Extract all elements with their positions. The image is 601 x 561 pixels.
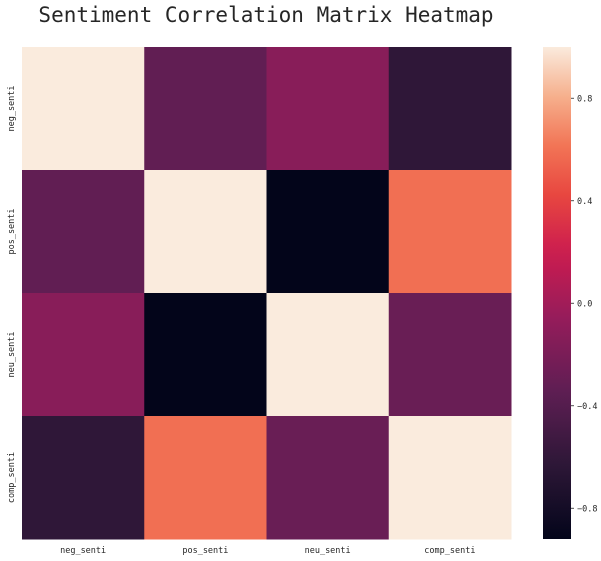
heatmap-cell bbox=[266, 170, 390, 294]
colorbar-tick-label: −0.8 bbox=[577, 504, 597, 514]
colorbar-ticks: −0.8 −0.4 0.0 0.4 0.8 bbox=[571, 94, 597, 514]
colorbar-tick-label: −0.4 bbox=[577, 402, 597, 412]
heatmap-cell bbox=[266, 47, 390, 171]
x-tick-label: neg_senti bbox=[60, 546, 106, 556]
y-tick-label: pos_senti bbox=[7, 208, 17, 254]
y-tick-labels: neg_senti pos_senti neu_senti comp_senti bbox=[7, 85, 17, 503]
heatmap-cell bbox=[266, 293, 390, 417]
heatmap-cell bbox=[144, 47, 267, 171]
heatmap-cell bbox=[388, 170, 512, 294]
colorbar-tick-label: 0.4 bbox=[577, 197, 592, 207]
heatmap-cell bbox=[22, 416, 145, 540]
heatmap-cell bbox=[388, 293, 512, 417]
colorbar bbox=[543, 47, 571, 539]
heatmap-cell bbox=[266, 416, 390, 540]
heatmap-cell bbox=[388, 47, 512, 171]
x-tick-label: neu_senti bbox=[305, 546, 351, 556]
x-tick-label: pos_senti bbox=[182, 546, 228, 556]
heatmap-cells bbox=[22, 47, 512, 540]
y-tick-label: neu_senti bbox=[7, 331, 17, 377]
chart-title: Sentiment Correlation Matrix Heatmap bbox=[38, 3, 493, 27]
colorbar-tick-label: 0.0 bbox=[577, 299, 592, 309]
x-tick-label: comp_senti bbox=[424, 546, 475, 556]
heatmap-cell bbox=[22, 293, 145, 417]
heatmap-cell bbox=[144, 293, 267, 417]
y-tick-label: comp_senti bbox=[7, 452, 17, 503]
colorbar-tick-label: 0.8 bbox=[577, 94, 592, 104]
heatmap-cell bbox=[144, 416, 267, 540]
heatmap-cell bbox=[22, 47, 145, 171]
y-tick-label: neg_senti bbox=[7, 85, 17, 131]
heatmap-cell bbox=[22, 170, 145, 294]
heatmap-cell bbox=[144, 170, 267, 294]
heatmap-cell bbox=[388, 416, 512, 540]
x-tick-labels: neg_senti pos_senti neu_senti comp_senti bbox=[60, 546, 475, 556]
